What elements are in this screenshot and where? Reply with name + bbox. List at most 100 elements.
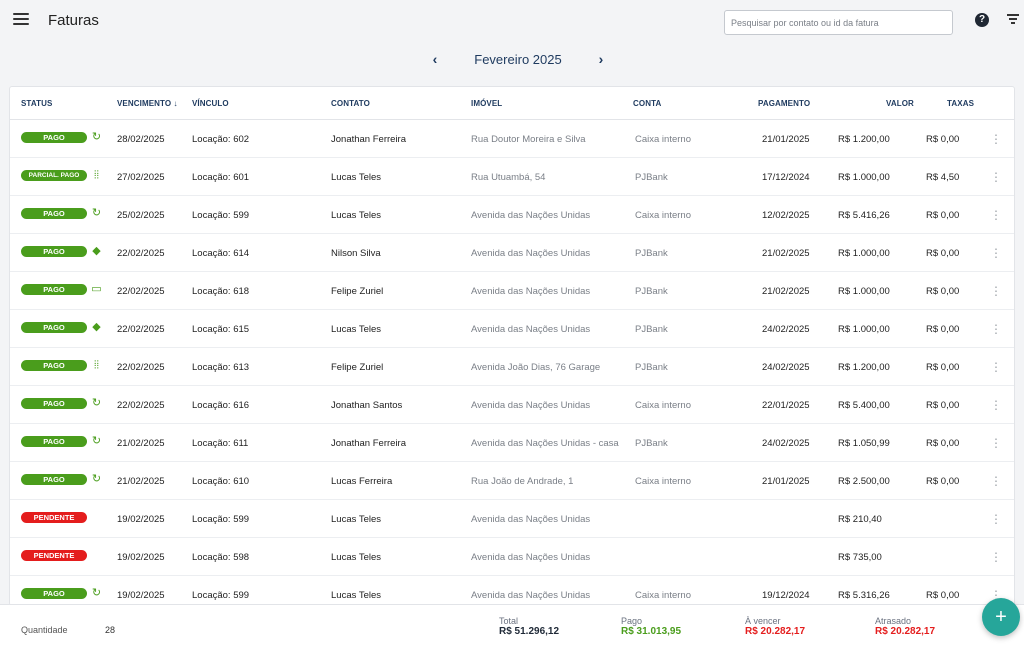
hamburger-menu-icon[interactable] — [13, 13, 29, 27]
more-vert-icon[interactable]: ⋮ — [990, 170, 1002, 184]
payment-method-icon — [90, 549, 103, 562]
column-contact[interactable]: CONTATO — [331, 99, 370, 108]
link-cell[interactable]: Locação: 613 — [192, 362, 250, 373]
contact-cell[interactable]: Lucas Ferreira — [331, 476, 393, 487]
fees-cell: R$ 0,00 — [926, 324, 960, 335]
column-payment[interactable]: PAGAMENTO — [758, 99, 811, 108]
link-cell[interactable]: Locação: 610 — [192, 476, 250, 487]
table-row[interactable]: PAGO ▭ 22/02/2025 Locação: 618 Felipe Zuriel… — [10, 272, 1014, 310]
contact-cell[interactable]: Lucas Teles — [331, 552, 381, 563]
value-cell: R$ 2.500,00 — [838, 476, 890, 487]
contact-cell[interactable]: Felipe Zuriel — [331, 362, 384, 373]
contact-cell[interactable]: Jonathan Ferreira — [331, 438, 406, 449]
overdue-summary: Atrasado R$ 20.282,17 — [875, 616, 935, 638]
table-row[interactable]: PAGO ◆ 22/02/2025 Locação: 614 Nilson Silva A… — [10, 234, 1014, 272]
contact-cell[interactable]: Jonathan Ferreira — [331, 134, 406, 145]
contact-cell[interactable]: Lucas Teles — [331, 324, 381, 335]
property-cell: Avenida das Nações Unidas — [471, 286, 591, 297]
value-cell: R$ 210,40 — [838, 514, 882, 525]
link-cell[interactable]: Locação: 599 — [192, 590, 250, 601]
table-row[interactable]: PAGO ↻ 21/02/2025 Locação: 611 Jonathan Ferr… — [10, 424, 1014, 462]
search-input[interactable] — [724, 10, 953, 35]
help-icon[interactable]: ? — [975, 13, 989, 27]
table-row[interactable]: PARCIAL. PAGO ⦙⦙ 27/02/2025 Locação: 601 Luc… — [10, 158, 1014, 196]
contact-cell[interactable]: Jonathan Santos — [331, 400, 403, 411]
contact-cell[interactable]: Felipe Zuriel — [331, 286, 384, 297]
link-cell[interactable]: Locação: 599 — [192, 210, 250, 221]
status-badge: PAGO — [21, 284, 87, 295]
contact-cell[interactable]: Lucas Teles — [331, 590, 381, 601]
cash-sync-icon: ↻ — [91, 397, 102, 409]
quantity-value: 28 — [105, 625, 116, 635]
value-cell: R$ 1.200,00 — [838, 134, 890, 145]
column-property[interactable]: IMÓVEL — [471, 99, 503, 108]
column-fees[interactable]: TAXAS — [947, 99, 975, 108]
table-row[interactable]: PAGO ↻ 19/02/2025 Locação: 599 Lucas Teles Av… — [10, 576, 1014, 605]
more-vert-icon[interactable]: ⋮ — [990, 284, 1002, 298]
payment-method-icon — [90, 511, 103, 524]
fees-cell: R$ 0,00 — [926, 476, 960, 487]
account-cell: PJBank — [635, 286, 668, 297]
table-row[interactable]: PAGO ↻ 22/02/2025 Locação: 616 Jonathan Sant… — [10, 386, 1014, 424]
due-date-cell: 21/02/2025 — [117, 438, 165, 449]
table-row[interactable]: PAGO ↻ 21/02/2025 Locação: 610 Lucas Ferreir… — [10, 462, 1014, 500]
status-badge: PARCIAL. PAGO — [21, 170, 87, 181]
value-cell: R$ 1.200,00 — [838, 362, 890, 373]
total-value: R$ 51.296,12 — [499, 626, 560, 637]
more-vert-icon[interactable]: ⋮ — [990, 246, 1002, 260]
more-vert-icon[interactable]: ⋮ — [990, 474, 1002, 488]
table-row[interactable]: PAGO ◆ 22/02/2025 Locação: 615 Lucas Teles Av… — [10, 310, 1014, 348]
link-cell[interactable]: Locação: 611 — [192, 438, 249, 449]
column-due-date[interactable]: VENCIMENTO ↓ — [117, 99, 178, 108]
overdue-value: R$ 20.282,17 — [875, 626, 936, 637]
link-cell[interactable]: Locação: 602 — [192, 134, 250, 145]
filter-icon[interactable] — [1007, 14, 1019, 24]
more-vert-icon[interactable]: ⋮ — [990, 208, 1002, 222]
table-row[interactable]: PENDENTE 19/02/2025 Locação: 599 Lucas Tele… — [10, 500, 1014, 538]
link-cell[interactable]: Locação: 618 — [192, 286, 250, 297]
paid-value: R$ 31.013,95 — [621, 626, 682, 637]
contact-cell[interactable]: Lucas Teles — [331, 514, 381, 525]
due-value: R$ 20.282,17 — [745, 626, 806, 637]
more-vert-icon[interactable]: ⋮ — [990, 550, 1002, 564]
chevron-right-icon[interactable]: › — [598, 51, 604, 67]
link-cell[interactable]: Locação: 601 — [192, 172, 250, 183]
table-row[interactable]: PAGO ↻ 25/02/2025 Locação: 599 Lucas Teles Av… — [10, 196, 1014, 234]
contact-cell[interactable]: Lucas Teles — [331, 210, 381, 221]
payment-date-cell: 19/12/2024 — [762, 590, 810, 601]
column-value[interactable]: VALOR — [886, 99, 914, 108]
more-vert-icon[interactable]: ⋮ — [990, 322, 1002, 336]
payment-date-cell: 24/02/2025 — [762, 362, 810, 373]
chevron-left-icon[interactable]: ‹ — [432, 51, 438, 67]
column-account[interactable]: CONTA — [633, 99, 662, 108]
due-date-cell: 22/02/2025 — [117, 248, 165, 259]
table-row[interactable]: PAGO ⦙⦙ 22/02/2025 Locação: 613 Felipe Zurie… — [10, 348, 1014, 386]
more-vert-icon[interactable]: ⋮ — [990, 132, 1002, 146]
more-vert-icon[interactable]: ⋮ — [990, 360, 1002, 374]
contact-cell[interactable]: Lucas Teles — [331, 172, 381, 183]
link-cell[interactable]: Locação: 615 — [192, 324, 250, 335]
due-date-cell: 19/02/2025 — [117, 590, 165, 601]
add-invoice-button[interactable]: + — [982, 598, 1020, 636]
payment-date-cell: 17/12/2024 — [762, 172, 810, 183]
link-cell[interactable]: Locação: 616 — [192, 400, 250, 411]
property-cell: Avenida das Nações Unidas — [471, 324, 591, 335]
link-cell[interactable]: Locação: 614 — [192, 248, 250, 259]
overdue-label: Atrasado — [875, 616, 912, 626]
link-cell[interactable]: Locação: 598 — [192, 552, 250, 563]
table-row[interactable]: PENDENTE 19/02/2025 Locação: 598 Lucas Tele… — [10, 538, 1014, 576]
column-status[interactable]: STATUS — [21, 99, 53, 108]
month-navigator: ‹ Fevereiro 2025 › — [0, 48, 1024, 72]
contact-cell[interactable]: Nilson Silva — [331, 248, 381, 259]
table-row[interactable]: PAGO ↻ 28/02/2025 Locação: 602 Jonathan Ferr… — [10, 120, 1014, 158]
link-cell[interactable]: Locação: 599 — [192, 514, 250, 525]
more-vert-icon[interactable]: ⋮ — [990, 436, 1002, 450]
fees-cell: R$ 0,00 — [926, 400, 960, 411]
pix-icon: ◆ — [92, 321, 101, 333]
more-vert-icon[interactable]: ⋮ — [990, 512, 1002, 526]
due-date-cell: 22/02/2025 — [117, 324, 165, 335]
column-link[interactable]: VÍNCULO — [192, 99, 229, 108]
cash-sync-icon: ↻ — [91, 131, 102, 143]
more-vert-icon[interactable]: ⋮ — [990, 398, 1002, 412]
paid-label: Pago — [621, 616, 643, 626]
